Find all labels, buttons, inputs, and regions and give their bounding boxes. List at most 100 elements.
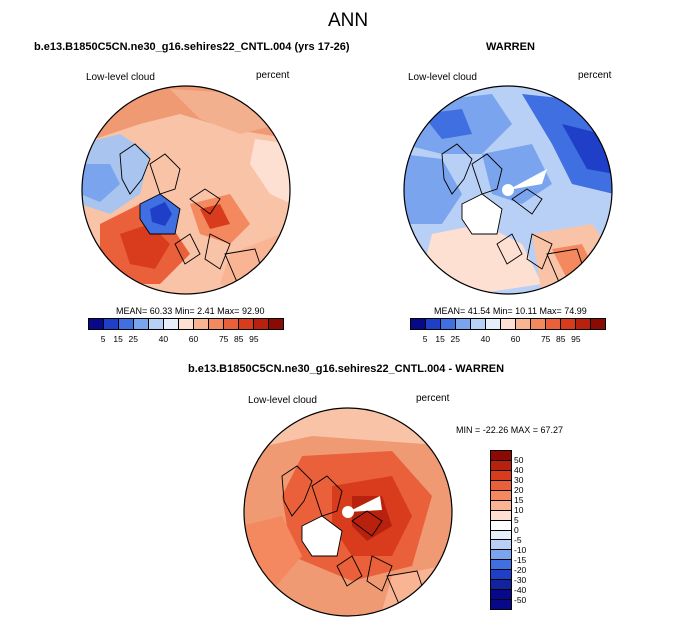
colorbar-swatch [531, 319, 546, 329]
colorbar-swatch [491, 590, 511, 601]
colorbar-swatch [491, 490, 511, 501]
colorbar-swatch [456, 319, 471, 329]
colorbar-tick-label: 5 [514, 515, 519, 525]
colorbar-tick-label: -50 [514, 595, 527, 605]
panel1-mean-value: 60.33 [149, 306, 173, 316]
colorbar-tick-label: 5 [100, 334, 106, 344]
colorbar-swatch [501, 319, 516, 329]
panel1-colorbar [88, 318, 284, 330]
colorbar-swatch [89, 319, 104, 329]
colorbar-tick-label: 25 [450, 334, 460, 344]
colorbar-swatch [516, 319, 531, 329]
panel2-max-label: Max= [539, 306, 562, 316]
colorbar-swatch [491, 560, 511, 571]
colorbar-tick-label: 10 [514, 505, 524, 515]
panel1-variable-label: Low-level cloud [86, 72, 155, 83]
panel1-stats: MEAN= 60.33 Min= 2.41 Max= 92.90 [116, 306, 264, 316]
colorbar-swatch [441, 319, 456, 329]
colorbar-swatch [194, 319, 209, 329]
figure-title: ANN [327, 10, 369, 31]
colorbar-swatch [576, 319, 591, 329]
colorbar-tick-label: 5 [422, 334, 428, 344]
panel2-title: WARREN [486, 41, 535, 53]
panel2-max-value: 74.99 [564, 306, 587, 316]
panel2-min-value: 10.11 [515, 306, 537, 316]
colorbar-swatch [179, 319, 194, 329]
colorbar-swatch [491, 570, 511, 581]
colorbar-swatch [471, 319, 486, 329]
colorbar-tick-label: 75 [540, 334, 551, 344]
colorbar-swatch [486, 319, 501, 329]
colorbar-tick-label: 85 [556, 334, 566, 344]
colorbar-swatch [491, 451, 511, 461]
colorbar-swatch [104, 319, 119, 329]
colorbar-tick-label: 60 [510, 334, 521, 344]
colorbar-swatch [134, 319, 149, 329]
colorbar-tick-label: 40 [158, 334, 169, 344]
panel2-min-label: Min= [492, 306, 513, 316]
panel2-colorbar [410, 318, 606, 330]
colorbar-swatch [239, 319, 254, 329]
colorbar-tick-label: 75 [218, 334, 229, 344]
colorbar-swatch [119, 319, 134, 329]
colorbar-tick-label: -15 [514, 555, 527, 565]
colorbar-swatch [491, 460, 511, 471]
colorbar-tick-label: 20 [514, 485, 524, 495]
colorbar-swatch [411, 319, 426, 329]
panel1-title: b.e13.B1850C5CN.ne30_g16.sehires22_CNTL.… [34, 41, 350, 53]
colorbar-tick-label: -5 [514, 535, 522, 545]
panel3-colorbar [490, 450, 512, 610]
colorbar-swatch [491, 600, 511, 609]
colorbar-tick-label: 15 [514, 495, 524, 505]
colorbar-tick-label: -10 [514, 545, 527, 555]
colorbar-swatch [164, 319, 179, 329]
colorbar-swatch [491, 480, 511, 491]
panel1-mean-label: MEAN= [116, 306, 148, 316]
colorbar-swatch [224, 319, 239, 329]
panel1-max-label: Max= [217, 306, 240, 316]
colorbar-tick-label: 95 [249, 334, 259, 344]
colorbar-tick-label: -40 [514, 585, 527, 595]
colorbar-tick-label: 60 [188, 334, 199, 344]
panel3-polar-map [243, 407, 453, 617]
panel2-mean-value: 41.54 [467, 306, 491, 316]
colorbar-swatch [254, 319, 269, 329]
colorbar-tick-label: 85 [234, 334, 244, 344]
colorbar-swatch [546, 319, 561, 329]
colorbar-tick-label: 40 [514, 465, 524, 475]
colorbar-swatch [561, 319, 576, 329]
colorbar-swatch [149, 319, 164, 329]
panel1-colorbar-labels: 5 15 25 40 60 75 85 95 [88, 334, 284, 346]
colorbar-tick-label: 95 [571, 334, 581, 344]
colorbar-swatch [491, 470, 511, 481]
colorbar-tick-label: -30 [514, 575, 527, 585]
panel3-colorbar-labels: 50 40 30 20 15 10 5 0 -5 -10 -15 -20 -30 -40 -50 [514, 450, 544, 610]
panel3-minmax: MIN = -22.26 MAX = 67.27 [456, 425, 564, 435]
panel3-units-label: percent [416, 393, 450, 404]
colorbar-swatch [491, 580, 511, 591]
panel3-variable-label: Low-level cloud [248, 395, 317, 406]
colorbar-swatch [209, 319, 224, 329]
colorbar-swatch [491, 550, 511, 561]
panel2-mean-label: MEAN= [434, 306, 466, 316]
panel2-variable-label: Low-level cloud [408, 72, 477, 83]
colorbar-tick-label: 40 [480, 334, 491, 344]
colorbar-swatch [491, 510, 511, 521]
colorbar-tick-label: 30 [514, 475, 524, 485]
colorbar-tick-label: 15 [435, 334, 445, 344]
panel2-units-label: percent [578, 70, 612, 81]
colorbar-tick-label: -20 [514, 565, 527, 575]
colorbar-tick-label: 0 [514, 525, 519, 535]
colorbar-tick-label: 50 [514, 455, 524, 465]
colorbar-tick-label: 15 [113, 334, 123, 344]
colorbar-swatch [269, 319, 283, 329]
panel2-stats: MEAN= 41.54 Min= 10.11 Max= 74.99 [434, 306, 587, 316]
panel1-min-value: 2.41 [197, 306, 215, 316]
panel3-title: b.e13.B1850C5CN.ne30_g16.sehires22_CNTL.… [188, 363, 505, 375]
colorbar-swatch [491, 530, 511, 541]
colorbar-swatch [491, 520, 511, 531]
panel1-min-label: Min= [174, 306, 195, 316]
colorbar-swatch [426, 319, 441, 329]
panel2-polar-map [403, 85, 613, 295]
colorbar-swatch [591, 319, 605, 329]
